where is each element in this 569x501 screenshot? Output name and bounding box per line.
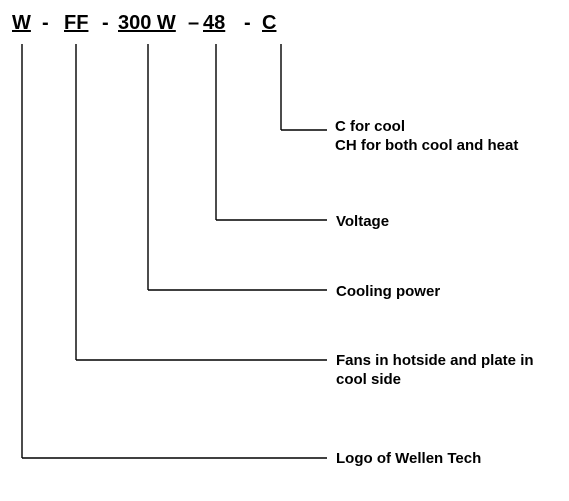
connector-lines bbox=[0, 0, 569, 501]
